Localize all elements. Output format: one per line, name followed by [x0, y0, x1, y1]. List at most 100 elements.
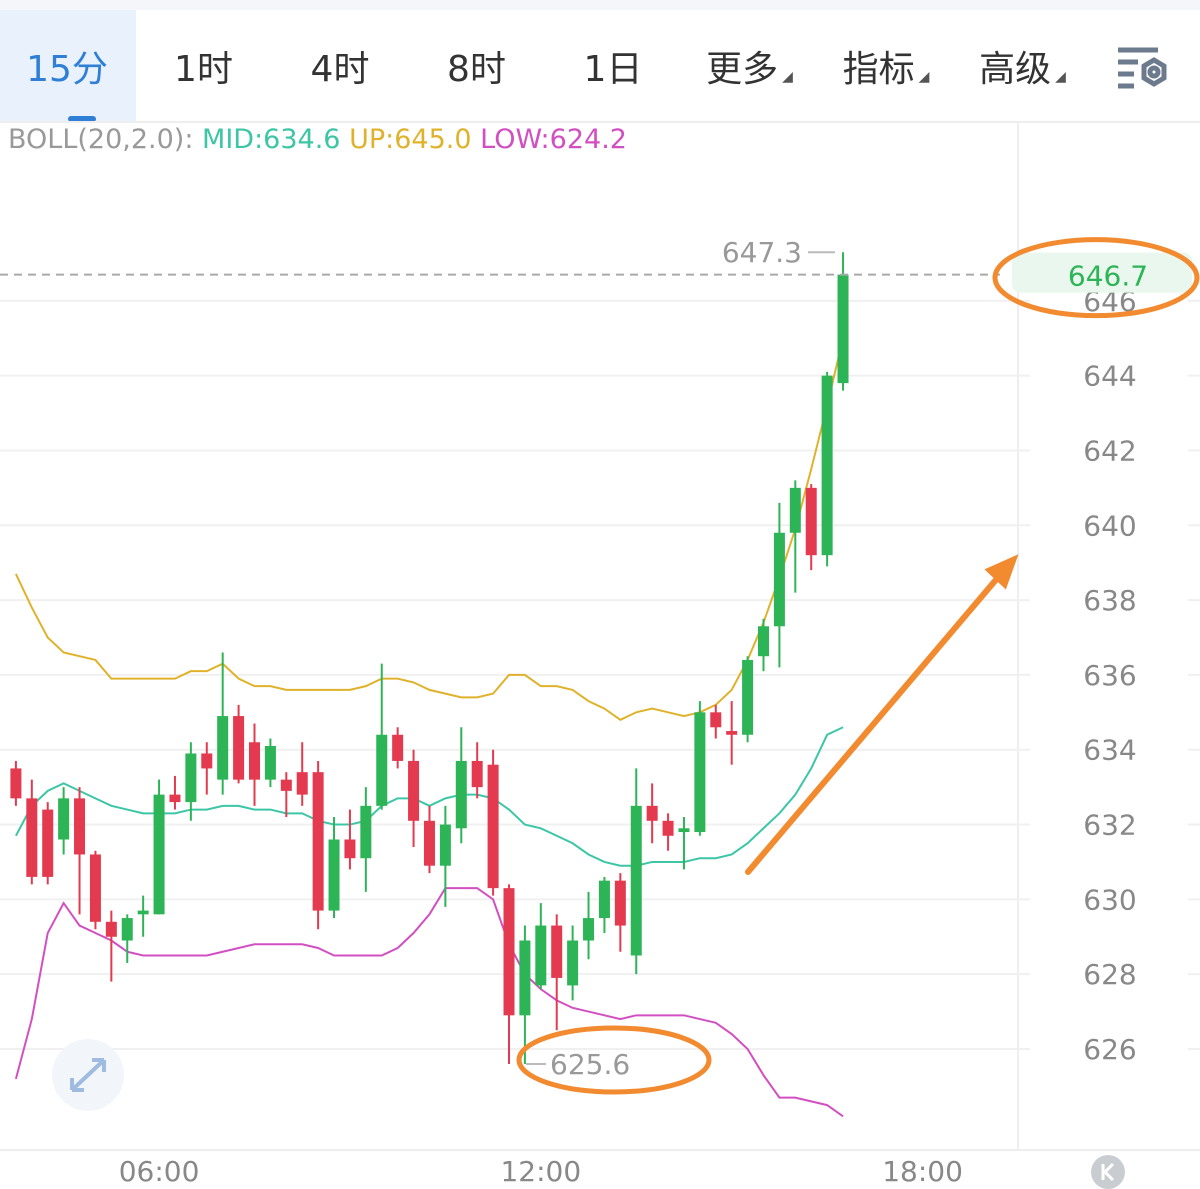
x-tick-label: 18:00: [882, 1155, 963, 1188]
highlight-ellipse: [516, 1025, 712, 1095]
candle-body: [328, 839, 340, 911]
candle-body: [758, 626, 769, 657]
candle-body: [789, 487, 801, 533]
candle-body: [535, 925, 547, 986]
candle-body: [583, 918, 595, 941]
candle-body: [567, 940, 579, 986]
candle-body: [694, 712, 706, 833]
highlight-ellipse: [992, 237, 1200, 319]
active-tab-bg: [0, 10, 136, 122]
y-tick-label: 642: [1083, 434, 1136, 467]
y-tick-label: 628: [1083, 958, 1136, 991]
candle-body: [264, 745, 276, 780]
candle-body: [26, 798, 38, 877]
candle-body: [217, 716, 229, 780]
candle-body: [296, 772, 308, 795]
timeframe-tab[interactable]: 高级 ◢: [979, 49, 1066, 90]
low-label: 625.6: [550, 1048, 630, 1081]
candle-body: [439, 824, 451, 866]
last-price-box: [1012, 252, 1192, 293]
scroll-end-button[interactable]: [1091, 1155, 1125, 1189]
candle-body: [455, 760, 467, 829]
dropdown-caret: ◢: [918, 69, 930, 85]
timeframe-tab[interactable]: 更多 ◢: [706, 49, 793, 90]
y-tick-label: 638: [1083, 584, 1136, 617]
candle-body: [646, 805, 658, 821]
candle-body: [312, 772, 324, 911]
candle-body: [837, 274, 849, 384]
candle-body: [551, 925, 563, 978]
candle-body: [201, 753, 213, 769]
timeframe-tab[interactable]: 1时: [174, 49, 233, 90]
candle-body: [821, 375, 833, 556]
legend-up: UP:645.0: [349, 124, 472, 155]
x-tick-label: 06:00: [119, 1155, 200, 1188]
y-tick-label: 630: [1083, 883, 1136, 916]
candle-body: [344, 839, 356, 859]
dropdown-caret: ◢: [1055, 69, 1066, 85]
candle-body: [74, 798, 86, 855]
candle-body: [614, 880, 626, 926]
candle-body: [662, 820, 674, 836]
candle-body: [42, 809, 54, 877]
candle-body: [742, 659, 754, 735]
boll-line: [15, 338, 845, 721]
trend-arrow: [745, 572, 1003, 875]
status-strip: [0, 0, 1200, 10]
candle-body: [805, 487, 817, 556]
candle-body: [153, 794, 165, 915]
candle-body: [487, 764, 499, 889]
candle-body: [392, 734, 404, 761]
dropdown-caret: ◢: [782, 69, 793, 85]
y-tick-label: 644: [1083, 360, 1136, 393]
candle-body: [710, 712, 722, 728]
candle-body: [726, 731, 738, 735]
candle-body: [169, 794, 181, 803]
timeframe-tab[interactable]: 1日: [583, 49, 643, 90]
last-price-label: 646.7: [1068, 260, 1148, 293]
candle-body: [519, 940, 531, 1016]
timeframe-tab[interactable]: 指标 ◢: [842, 49, 930, 90]
legend-label: BOLL(20,2.0):: [8, 124, 194, 155]
candle-body: [678, 828, 690, 833]
candle-body: [360, 805, 372, 859]
y-tick-label: 640: [1083, 509, 1136, 542]
active-tab-indicator: [68, 116, 96, 122]
candle-body: [105, 921, 117, 937]
candle-body: [773, 532, 785, 627]
indicator-legend: BOLL(20,2.0): MID:634.6 UP:645.0 LOW:624…: [8, 124, 627, 155]
candle-body: [89, 854, 101, 922]
timeframe-tab[interactable]: 4时: [310, 49, 370, 90]
candle-body: [10, 768, 22, 799]
candle-body: [121, 918, 133, 941]
candle-body: [376, 734, 388, 806]
y-tick-label: 634: [1083, 734, 1136, 767]
candle-body: [58, 798, 70, 840]
candle-body: [249, 742, 260, 780]
candle-body: [280, 779, 292, 791]
candle-body: [233, 716, 245, 780]
candle-body: [137, 910, 149, 915]
timeframe-tab[interactable]: 8时: [447, 49, 506, 90]
trend-arrow-head: [984, 554, 1019, 590]
y-tick-label: 626: [1083, 1033, 1136, 1066]
legend-low: LOW:624.2: [480, 124, 627, 155]
y-tick-label: 632: [1083, 809, 1136, 842]
candle-body: [423, 820, 435, 866]
y-tick-label: 636: [1083, 659, 1136, 692]
timeframe-tab[interactable]: 15分: [26, 49, 108, 90]
candle-body: [185, 753, 197, 803]
boll-line: [14, 887, 844, 1118]
x-tick-label: 12:00: [500, 1155, 581, 1188]
candle-body: [471, 760, 483, 788]
settings-icon[interactable]: [1118, 47, 1167, 89]
expand-icon: [70, 1058, 106, 1092]
scroll-end-icon: [1101, 1162, 1115, 1182]
candle-body: [408, 760, 420, 821]
legend-mid: MID:634.6: [202, 124, 341, 155]
candle-body: [598, 880, 610, 919]
high-label: 647.3: [722, 236, 802, 269]
candle-body: [630, 805, 642, 956]
